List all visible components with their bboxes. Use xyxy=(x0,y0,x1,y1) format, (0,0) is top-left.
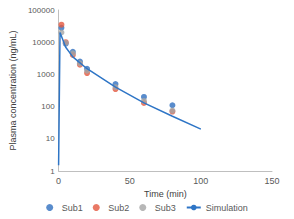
svg-text:1: 1 xyxy=(50,167,55,176)
svg-text:Sub1: Sub1 xyxy=(62,203,83,213)
svg-text:Simulation: Simulation xyxy=(206,203,248,213)
svg-text:0: 0 xyxy=(56,176,61,186)
svg-text:10: 10 xyxy=(46,134,55,143)
svg-text:1000: 1000 xyxy=(37,70,55,79)
svg-text:100: 100 xyxy=(41,102,55,111)
svg-text:Sub3: Sub3 xyxy=(155,203,176,213)
svg-text:Plasma concentration (ng/mL): Plasma concentration (ng/mL) xyxy=(8,30,18,150)
svg-text:50: 50 xyxy=(125,176,135,186)
svg-text:10000: 10000 xyxy=(32,38,55,47)
svg-text:Time (min): Time (min) xyxy=(144,189,187,199)
svg-text:100: 100 xyxy=(193,176,208,186)
svg-text:150: 150 xyxy=(264,176,279,186)
svg-text:100000: 100000 xyxy=(28,6,55,15)
svg-text:Sub2: Sub2 xyxy=(108,203,129,213)
